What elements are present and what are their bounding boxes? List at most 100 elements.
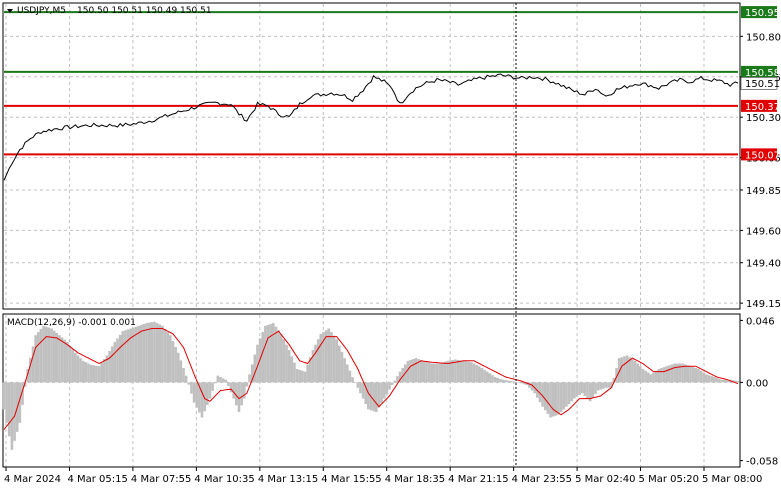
macd-histogram-bar bbox=[359, 382, 362, 394]
macd-histogram-bar bbox=[681, 363, 684, 383]
macd-histogram-bar bbox=[195, 382, 199, 408]
macd-histogram-bar bbox=[617, 358, 621, 383]
macd-histogram-bar bbox=[543, 382, 547, 411]
macd-histogram-bar bbox=[599, 382, 603, 390]
time-axis: 4 Mar 2024 4 Mar 05:15 4 Mar 07:55 4 Mar 10… bbox=[4, 467, 762, 485]
macd-histogram-bar bbox=[42, 325, 45, 383]
macd-histogram-bar bbox=[501, 379, 505, 383]
macd-histogram-bar bbox=[718, 378, 721, 383]
macd-histogram-bar bbox=[37, 332, 40, 383]
time-tick-label: 4 Mar 07:55 bbox=[131, 474, 191, 485]
macd-histogram-bar bbox=[443, 361, 447, 383]
macd-histogram-bar bbox=[686, 365, 690, 383]
macd-histogram-bar bbox=[295, 368, 299, 383]
macd-histogram-bar bbox=[417, 359, 420, 383]
macd-histogram-bar bbox=[425, 361, 428, 383]
macd-histogram-bar bbox=[406, 360, 410, 383]
macd-histogram-bar bbox=[348, 370, 352, 383]
current-price-label: 150.51 bbox=[745, 79, 780, 90]
macd-histogram-bar bbox=[211, 382, 214, 391]
macd-histogram-bar bbox=[242, 382, 246, 399]
macd-pane[interactable]: MACD(12,26,9) -0.001 0.001 bbox=[2, 313, 741, 468]
macd-histogram-bar bbox=[60, 337, 64, 383]
macd-histogram-bar bbox=[47, 327, 51, 383]
macd-histogram-bar bbox=[66, 341, 69, 383]
macd-histogram-bar bbox=[274, 326, 278, 383]
macd-histogram-bar bbox=[470, 362, 473, 383]
macd-histogram-bar bbox=[266, 324, 270, 383]
header-ohlc: 150.50 150.51 150.49 150.51 bbox=[77, 6, 212, 16]
macd-histogram-bar bbox=[248, 374, 251, 383]
macd-histogram-bar bbox=[414, 358, 418, 383]
macd-histogram-bar bbox=[52, 330, 56, 383]
macd-histogram-bar bbox=[351, 377, 354, 383]
macd-histogram-bar bbox=[113, 341, 117, 383]
macd-histogram-bar bbox=[694, 368, 698, 383]
level-tag-label: 150.07 bbox=[745, 150, 780, 161]
macd-histogram-bar bbox=[221, 378, 225, 383]
level-tag-label: 150.37 bbox=[745, 102, 780, 113]
macd-histogram-bar bbox=[633, 360, 637, 383]
macd-histogram-bar bbox=[282, 339, 286, 383]
macd-histogram-bar bbox=[105, 355, 109, 383]
price-pane[interactable]: USDJPY,M5 150.50 150.51 150.49 150.51 bbox=[2, 2, 741, 310]
macd-histogram-bar bbox=[546, 382, 550, 414]
macd-histogram-bar bbox=[638, 366, 642, 383]
macd-histogram-bar bbox=[324, 330, 328, 383]
macd-histogram-bar bbox=[705, 374, 708, 383]
macd-histogram-bar bbox=[596, 382, 600, 391]
macd-histogram-bar bbox=[435, 363, 439, 383]
macd-histogram-bar bbox=[551, 382, 555, 417]
macd-histogram-bar bbox=[235, 382, 238, 406]
macd-histogram-bar bbox=[673, 363, 676, 383]
macd-histogram-bar bbox=[7, 382, 11, 437]
macd-histogram-bar bbox=[71, 349, 74, 383]
level-tag-resistance bbox=[741, 6, 777, 19]
macd-histogram-bar bbox=[79, 358, 82, 383]
macd-histogram-bar bbox=[150, 322, 154, 383]
macd-histogram-bar bbox=[517, 382, 521, 383]
macd-histogram-bar bbox=[129, 328, 133, 383]
macd-histogram-bar bbox=[237, 382, 241, 413]
macd-histogram-bar bbox=[409, 359, 412, 383]
macd-histogram-bar bbox=[499, 378, 502, 383]
macd-histogram-bar bbox=[279, 333, 283, 383]
macd-histogram-bar bbox=[187, 382, 191, 385]
macd-histogram-bar bbox=[565, 382, 568, 407]
macd-histogram-bar bbox=[477, 366, 481, 383]
macd-histogram-bar bbox=[353, 382, 357, 383]
macd-histogram-bar bbox=[356, 382, 360, 388]
macd-histogram-bar bbox=[229, 382, 233, 393]
macd-histogram-bar bbox=[31, 346, 35, 383]
macd-histogram-bar bbox=[675, 363, 679, 383]
macd-histogram-bar bbox=[530, 382, 534, 391]
macd-histogram-bar bbox=[97, 366, 101, 383]
macd-histogram-bar bbox=[419, 359, 423, 383]
macd-histogram-bar bbox=[541, 382, 544, 407]
macd-histogram-bar bbox=[480, 368, 484, 383]
macd-histogram-bar bbox=[153, 321, 156, 383]
macd-histogram-bar bbox=[594, 382, 597, 395]
macd-histogram-bar bbox=[668, 365, 671, 383]
macd-histogram-bar bbox=[137, 325, 140, 383]
macd-histogram-bar bbox=[374, 382, 378, 413]
macd-histogram-bar bbox=[298, 369, 302, 383]
macd-histogram-bar bbox=[81, 360, 85, 383]
macd-histogram-bar bbox=[607, 382, 610, 388]
macd-histogram-bar bbox=[126, 329, 130, 383]
macd-histogram-bar bbox=[271, 323, 275, 383]
macd-histogram-bar bbox=[293, 362, 296, 383]
macd-histogram-bar bbox=[256, 344, 259, 383]
macd-histogram-bar bbox=[26, 368, 30, 383]
macd-histogram bbox=[2, 321, 740, 450]
macd-histogram-bar bbox=[166, 332, 170, 383]
macd-histogram-bar bbox=[382, 382, 386, 399]
macd-histogram-bar bbox=[491, 375, 494, 383]
macd-histogram-bar bbox=[34, 335, 37, 383]
level-tags: 150.95 150.58 150.37 150.07 150.51 bbox=[740, 6, 780, 161]
price-tick-label: 150.80 bbox=[746, 32, 781, 43]
macd-title: MACD(12,26,9) -0.001 0.001 bbox=[7, 318, 136, 328]
macd-histogram-bar bbox=[433, 363, 436, 383]
macd-histogram-bar bbox=[631, 359, 634, 383]
